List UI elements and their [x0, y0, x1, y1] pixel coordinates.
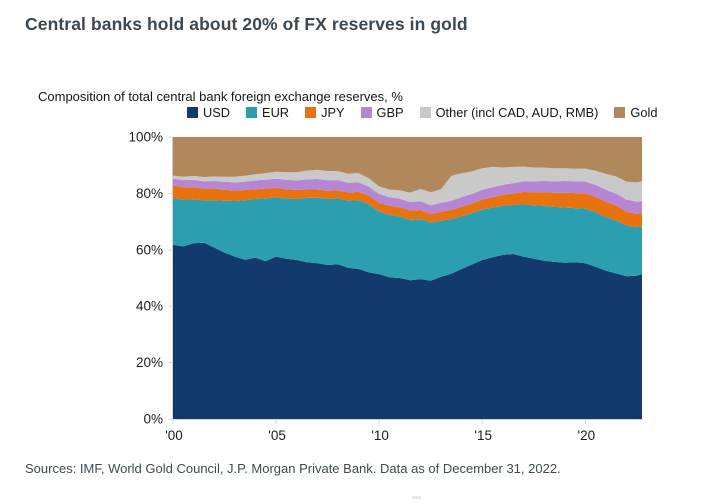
- legend-item-gbp: GBP: [360, 105, 404, 120]
- legend-label-other: Other (incl CAD, AUD, RMB): [435, 105, 599, 120]
- y-axis-label: 20%: [136, 355, 163, 370]
- y-axis-label: 80%: [136, 186, 163, 201]
- y-axis-label: 60%: [136, 242, 163, 257]
- x-axis-label: '15: [474, 428, 492, 443]
- legend-swatch-gbp: [360, 107, 372, 118]
- legend-item-usd: USD: [187, 105, 230, 120]
- legend-label-jpy: JPY: [321, 105, 345, 120]
- x-axis-label: '20: [578, 428, 596, 443]
- x-axis-label: '05: [268, 428, 286, 443]
- page-title: Central banks hold about 20% of FX reser…: [25, 14, 468, 34]
- area-gold: [173, 137, 642, 193]
- legend-label-gold: Gold: [630, 105, 658, 120]
- area-jpy: [173, 185, 642, 228]
- chart-legend: USD EUR JPY GBP Other (incl CAD, AUD, RM…: [187, 105, 702, 120]
- legend-swatch-other: [419, 107, 431, 118]
- chart-subtitle: Composition of total central bank foreig…: [38, 89, 403, 104]
- y-axis-label: 40%: [136, 299, 163, 314]
- legend-label-usd: USD: [203, 105, 231, 120]
- x-axis-label: '10: [371, 428, 389, 443]
- area-other: [173, 166, 642, 206]
- legend-label-gbp: GBP: [376, 105, 404, 120]
- area-usd: [173, 242, 642, 419]
- legend-item-jpy: JPY: [305, 105, 345, 120]
- x-axis-label: '00: [165, 428, 183, 443]
- legend-item-eur: EUR: [246, 105, 289, 120]
- legend-item-gold: Gold: [614, 105, 657, 120]
- legend-swatch-jpy: [305, 107, 317, 118]
- y-axis-label: 100%: [128, 130, 163, 145]
- legend-item-other: Other (incl CAD, AUD, RMB): [419, 105, 599, 120]
- source-note: Sources: IMF, World Gold Council, J.P. M…: [25, 461, 561, 476]
- y-axis-label: 0%: [143, 412, 163, 427]
- legend-label-eur: EUR: [262, 105, 290, 120]
- axes: [168, 136, 643, 424]
- legend-swatch-gold: [614, 107, 626, 118]
- page-artifact-dot: [412, 496, 421, 499]
- legend-swatch-usd: [187, 107, 198, 118]
- legend-swatch-eur: [246, 107, 258, 118]
- area-eur: [173, 197, 642, 281]
- area-gbp: [173, 178, 642, 214]
